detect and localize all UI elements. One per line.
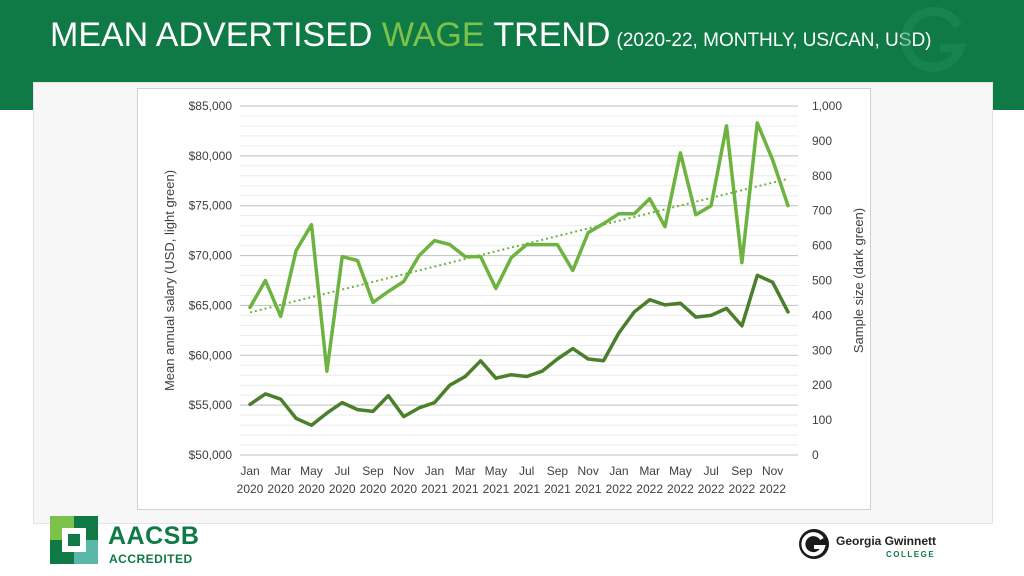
y-tick-label: $80,000 — [189, 149, 233, 163]
x-tick-label-month: Mar — [270, 464, 291, 478]
y2-tick-label: 800 — [812, 169, 832, 183]
x-tick-label-year: 2020 — [298, 482, 325, 496]
x-tick-label-month: Nov — [393, 464, 414, 478]
x-tick-label-year: 2022 — [606, 482, 633, 496]
ggc-name: Georgia Gwinnett — [836, 534, 937, 548]
y-tick-label: $75,000 — [189, 199, 233, 213]
x-tick-label-month: May — [485, 464, 508, 478]
y-tick-label: $65,000 — [189, 298, 233, 312]
x-tick-label-year: 2020 — [237, 482, 264, 496]
y-tick-label: $60,000 — [189, 348, 233, 362]
trendline — [249, 177, 789, 314]
x-tick-label-month: Jul — [335, 464, 350, 478]
x-tick-label-month: May — [300, 464, 323, 478]
x-tick-label-month: Jan — [609, 464, 628, 478]
x-tick-label-month: Jul — [519, 464, 534, 478]
x-tick-label-month: Sep — [731, 464, 753, 478]
y2-tick-label: 500 — [812, 274, 832, 288]
x-tick-label-month: Jan — [425, 464, 444, 478]
x-tick-label-year: 2021 — [421, 482, 448, 496]
ggc-logo: Georgia Gwinnett COLLEGE — [798, 528, 978, 564]
x-tick-label-year: 2022 — [667, 482, 694, 496]
y2-tick-label: 700 — [812, 204, 832, 218]
x-tick-label-month: Nov — [762, 464, 783, 478]
title-part2: TREND — [484, 16, 611, 54]
ggc-mark-icon — [799, 529, 829, 559]
aacsb-mark-icon — [50, 516, 98, 564]
y-tick-label: $55,000 — [189, 398, 233, 412]
x-tick-label-year: 2020 — [329, 482, 356, 496]
y-tick-label: $85,000 — [189, 99, 233, 113]
ggc-sub: COLLEGE — [886, 550, 936, 559]
title-part1: MEAN ADVERTISED — [50, 16, 382, 54]
x-tick-label-month: Mar — [455, 464, 476, 478]
x-tick-label-year: 2021 — [575, 482, 602, 496]
x-tick-label-month: May — [669, 464, 692, 478]
y2-axis-title: Sample size (dark green) — [851, 208, 866, 353]
y-tick-label: $70,000 — [189, 249, 233, 263]
page-title: MEAN ADVERTISED WAGE TREND (2020-22, MONT… — [50, 16, 932, 55]
x-tick-label-month: Jul — [703, 464, 718, 478]
x-tick-label-year: 2021 — [513, 482, 540, 496]
x-tick-label-year: 2022 — [636, 482, 663, 496]
y2-tick-label: 600 — [812, 239, 832, 253]
y2-tick-label: 400 — [812, 308, 832, 322]
x-tick-label-year: 2020 — [390, 482, 417, 496]
title-highlight: WAGE — [381, 16, 485, 54]
x-tick-label-month: Jan — [240, 464, 259, 478]
x-tick-label-year: 2020 — [267, 482, 294, 496]
x-tick-label-year: 2021 — [544, 482, 571, 496]
x-tick-label-month: Mar — [639, 464, 660, 478]
aacsb-sub: ACCREDITED — [109, 552, 193, 566]
y2-tick-label: 0 — [812, 448, 819, 462]
aacsb-logo: AACSB ACCREDITED — [50, 516, 220, 568]
title-subtitle: (2020-22, MONTHLY, US/CAN, USD) — [616, 30, 932, 51]
x-tick-label-year: 2021 — [483, 482, 510, 496]
y-tick-label: $50,000 — [189, 448, 233, 462]
aacsb-name: AACSB — [108, 522, 200, 550]
y2-tick-label: 300 — [812, 343, 832, 357]
x-tick-label-month: Sep — [362, 464, 384, 478]
series-line-salary — [248, 121, 790, 373]
watermark-logo-icon — [900, 6, 967, 72]
y2-tick-label: 100 — [812, 413, 832, 427]
y2-tick-label: 1,000 — [812, 99, 842, 113]
x-tick-label-month: Sep — [547, 464, 569, 478]
series-line-sample-size — [248, 273, 790, 428]
x-tick-label-month: Nov — [577, 464, 598, 478]
x-tick-label-year: 2022 — [729, 482, 756, 496]
x-tick-label-year: 2021 — [452, 482, 479, 496]
x-tick-label-year: 2022 — [698, 482, 725, 496]
chart-frame: $50,000 $55,000 $60,000 $65,000 $70,000 $75,0… — [137, 88, 871, 510]
x-tick-label-year: 2022 — [759, 482, 786, 496]
x-tick-label-year: 2020 — [360, 482, 387, 496]
wage-trend-chart: $50,000 $55,000 $60,000 $65,000 $70,000 $75,0… — [162, 99, 866, 496]
y-axis-title: Mean annual salary (USD, light green) — [162, 170, 177, 391]
y2-tick-label: 200 — [812, 378, 832, 392]
y2-tick-label: 900 — [812, 134, 832, 148]
